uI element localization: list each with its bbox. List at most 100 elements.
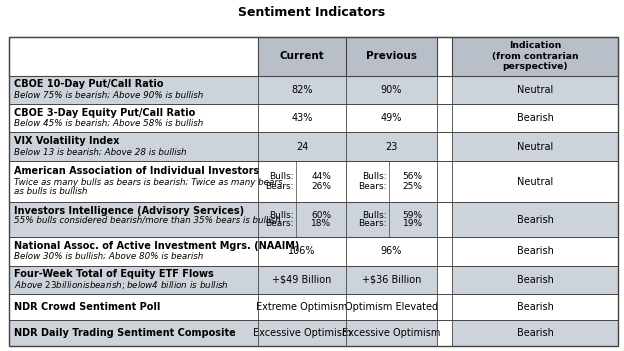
Text: 26%: 26% — [311, 182, 331, 191]
Text: as bulls is bullish: as bulls is bullish — [14, 187, 87, 196]
Text: Bears:: Bears: — [358, 219, 386, 229]
Bar — [452, 75, 618, 104]
Text: Neutral: Neutral — [517, 177, 553, 187]
Text: Bears:: Bears: — [358, 182, 386, 191]
Bar — [9, 132, 258, 161]
Text: VIX Volatility Index: VIX Volatility Index — [14, 136, 119, 146]
Bar — [346, 161, 437, 202]
Text: Excessive Optimism: Excessive Optimism — [253, 328, 351, 338]
Bar — [258, 320, 346, 346]
Text: Bearish: Bearish — [517, 246, 553, 256]
Text: 59%: 59% — [402, 211, 423, 220]
Bar — [437, 266, 452, 294]
Bar — [258, 294, 346, 320]
Text: Four-Week Total of Equity ETF Flows: Four-Week Total of Equity ETF Flows — [14, 269, 213, 279]
Bar — [452, 237, 618, 266]
Text: 56%: 56% — [402, 172, 423, 181]
Text: Below 13 is bearish; Above 28 is bullish: Below 13 is bearish; Above 28 is bullish — [14, 147, 186, 156]
Bar — [437, 37, 452, 75]
Text: 23: 23 — [386, 142, 397, 152]
Text: National Assoc. of Active Investment Mgrs. (NAAIM): National Assoc. of Active Investment Mgr… — [14, 241, 299, 251]
Text: 90%: 90% — [381, 85, 402, 95]
Text: 44%: 44% — [311, 172, 331, 181]
Text: CBOE 10-Day Put/Call Ratio: CBOE 10-Day Put/Call Ratio — [14, 79, 163, 89]
Text: 82%: 82% — [291, 85, 313, 95]
Text: Optimism Elevated: Optimism Elevated — [345, 302, 438, 312]
Text: Bulls:: Bulls: — [270, 211, 294, 220]
Text: 49%: 49% — [381, 113, 402, 123]
Bar — [9, 161, 258, 202]
Text: 24: 24 — [296, 142, 308, 152]
Bar — [452, 294, 618, 320]
Bar — [452, 161, 618, 202]
Bar — [258, 202, 346, 237]
Bar — [437, 294, 452, 320]
Bar — [346, 320, 437, 346]
Text: Above $23 billion is bearish; below $4 billion is bullish: Above $23 billion is bearish; below $4 b… — [14, 279, 228, 291]
Text: NDR Crowd Sentiment Poll: NDR Crowd Sentiment Poll — [14, 302, 160, 312]
Text: NDR Daily Trading Sentiment Composite: NDR Daily Trading Sentiment Composite — [14, 328, 235, 338]
Bar — [437, 104, 452, 132]
Text: Bears:: Bears: — [265, 182, 294, 191]
Text: CBOE 3-Day Equity Put/Call Ratio: CBOE 3-Day Equity Put/Call Ratio — [14, 108, 195, 118]
Bar — [437, 237, 452, 266]
Text: Investors Intelligence (Advisory Services): Investors Intelligence (Advisory Service… — [14, 206, 244, 216]
Text: Bears:: Bears: — [265, 219, 294, 229]
Bar — [9, 75, 258, 104]
Text: Extreme Optimism: Extreme Optimism — [256, 302, 348, 312]
Text: Below 30% is bullish; Above 80% is bearish: Below 30% is bullish; Above 80% is beari… — [14, 252, 203, 261]
Text: Bearish: Bearish — [517, 302, 553, 312]
Text: Indication
(from contrarian
perspective): Indication (from contrarian perspective) — [492, 41, 578, 72]
Bar — [258, 266, 346, 294]
Bar — [452, 202, 618, 237]
Text: Bearish: Bearish — [517, 275, 553, 285]
Bar — [9, 266, 258, 294]
Text: Bulls:: Bulls: — [362, 172, 386, 181]
Bar — [437, 202, 452, 237]
Text: Bearish: Bearish — [517, 113, 553, 123]
Text: 55% bulls considered bearish/more than 35% bears is bullish: 55% bulls considered bearish/more than 3… — [14, 216, 280, 225]
Text: Neutral: Neutral — [517, 142, 553, 152]
Bar — [437, 161, 452, 202]
Bar — [258, 132, 346, 161]
Text: 106%: 106% — [288, 246, 316, 256]
Text: Sentiment Indicators: Sentiment Indicators — [238, 6, 386, 19]
Bar — [9, 37, 618, 346]
Text: Previous: Previous — [366, 51, 417, 61]
Bar — [9, 202, 258, 237]
Text: Below 45% is bearish; Above 58% is bullish: Below 45% is bearish; Above 58% is bulli… — [14, 119, 203, 128]
Text: Bulls:: Bulls: — [270, 172, 294, 181]
Text: 25%: 25% — [402, 182, 423, 191]
Text: 18%: 18% — [311, 219, 331, 229]
Text: Neutral: Neutral — [517, 85, 553, 95]
Bar — [258, 237, 346, 266]
Text: 96%: 96% — [381, 246, 402, 256]
Text: Below 75% is bearish; Above 90% is bullish: Below 75% is bearish; Above 90% is bulli… — [14, 91, 203, 99]
Bar — [9, 104, 258, 132]
Bar — [9, 37, 258, 75]
Bar — [258, 161, 346, 202]
Text: Twice as many bulls as bears is bearish; Twice as many bears: Twice as many bulls as bears is bearish;… — [14, 178, 282, 187]
Text: 19%: 19% — [402, 219, 423, 229]
Bar — [346, 237, 437, 266]
Text: Bulls:: Bulls: — [362, 211, 386, 220]
Bar — [346, 75, 437, 104]
Bar — [452, 266, 618, 294]
Bar — [346, 266, 437, 294]
Bar — [258, 37, 346, 75]
Text: American Association of Individual Investors: American Association of Individual Inves… — [14, 166, 259, 176]
Bar — [437, 320, 452, 346]
Bar — [346, 294, 437, 320]
Bar — [346, 37, 437, 75]
Bar — [9, 237, 258, 266]
Text: 43%: 43% — [291, 113, 313, 123]
Text: Bearish: Bearish — [517, 215, 553, 225]
Text: Current: Current — [280, 51, 324, 61]
Bar — [452, 320, 618, 346]
Text: Excessive Optimism: Excessive Optimism — [343, 328, 441, 338]
Bar — [437, 132, 452, 161]
Bar — [9, 320, 258, 346]
Bar — [452, 37, 618, 75]
Bar — [258, 104, 346, 132]
Bar — [437, 75, 452, 104]
